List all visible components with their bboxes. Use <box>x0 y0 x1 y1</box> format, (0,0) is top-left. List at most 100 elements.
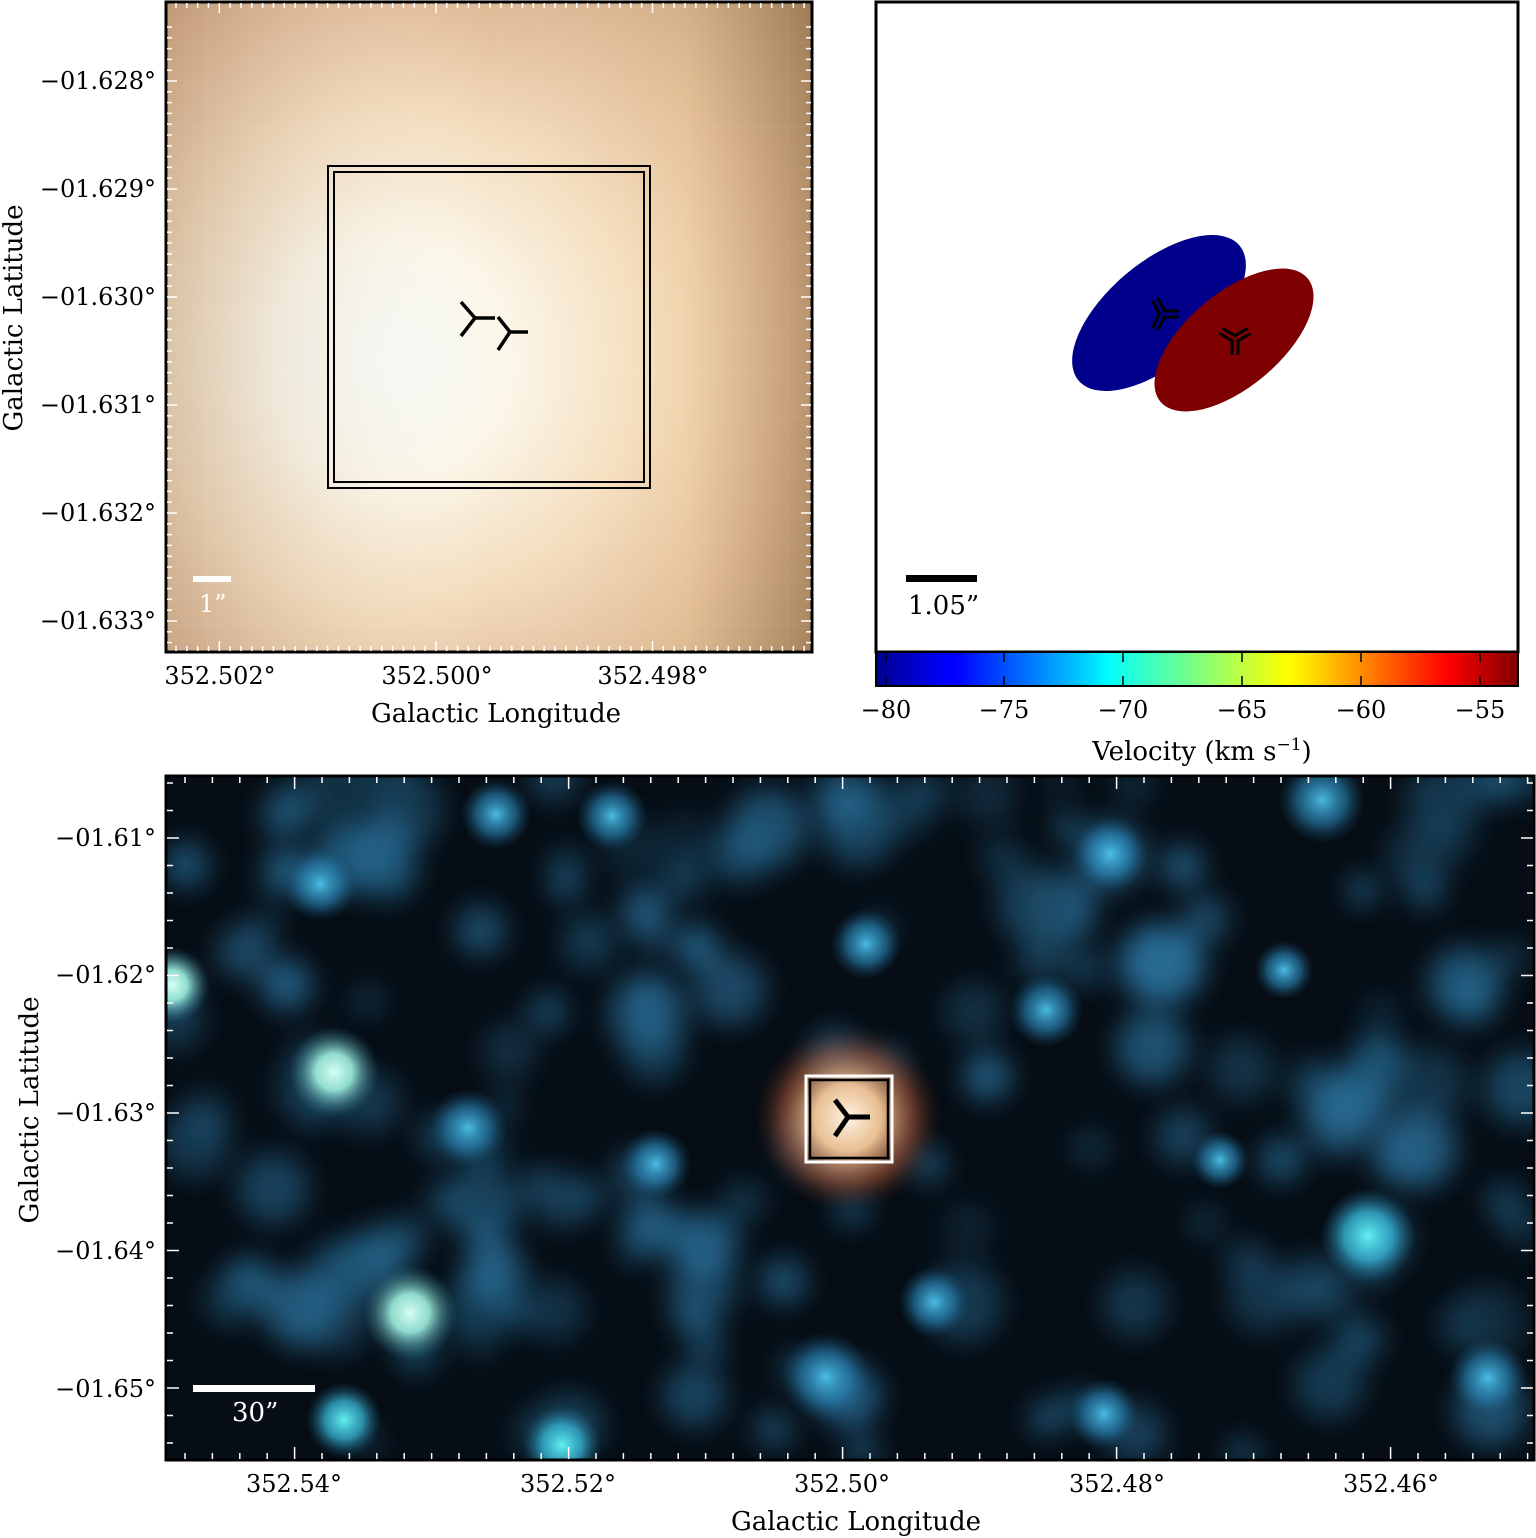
bright-star <box>1278 776 1366 844</box>
background-star <box>760 1258 807 1305</box>
bright-star <box>1190 1130 1250 1190</box>
background-star <box>848 1437 878 1460</box>
background-star <box>1496 941 1528 973</box>
bright-star <box>522 1405 602 1460</box>
background-star <box>943 981 1004 1043</box>
background-star <box>879 786 932 838</box>
zoom-aperture-box <box>327 165 651 489</box>
background-star <box>672 1298 709 1336</box>
bright-star <box>1072 816 1148 892</box>
background-star <box>1029 1402 1063 1435</box>
bright-star <box>1448 1338 1528 1418</box>
wide-scalebar-label: 30” <box>232 1398 278 1428</box>
background-star <box>1371 1127 1427 1183</box>
zoom-ytick-1: −01.629° <box>40 175 156 203</box>
bright-star <box>362 1265 458 1361</box>
bright-star <box>288 1026 380 1118</box>
background-star <box>1517 776 1534 801</box>
background-star <box>1226 1437 1261 1460</box>
background-star <box>958 776 1018 825</box>
zoom-xtick-2: 352.498° <box>597 662 708 690</box>
wide-xtick-1: 352.52° <box>520 1470 616 1498</box>
bright-star <box>282 846 358 922</box>
zoom-ytick-4: −01.632° <box>40 499 156 527</box>
background-star <box>547 865 583 901</box>
colorbar-label: Velocity (km s−1) <box>1091 735 1311 767</box>
colorbar-tick-1: −75 <box>979 696 1030 724</box>
background-star <box>1360 991 1402 1032</box>
background-star <box>1115 1010 1190 1084</box>
background-star <box>1427 946 1502 1021</box>
background-star <box>622 887 668 933</box>
background-star <box>710 825 769 884</box>
background-star <box>463 1239 525 1301</box>
background-star <box>1294 1349 1365 1419</box>
wide-xlabel: Galactic Longitude <box>731 1507 981 1537</box>
colorbar-tick-2: −70 <box>1098 696 1149 724</box>
bright-star <box>620 1128 692 1200</box>
wide-ytick-2: −01.63° <box>55 1099 156 1127</box>
bright-star <box>306 1382 382 1458</box>
background-star <box>814 776 872 825</box>
colorbar-tick-0: −80 <box>861 696 912 724</box>
background-star <box>443 1168 518 1243</box>
background-star <box>941 1201 995 1255</box>
colorbar-tick-4: −60 <box>1336 696 1387 724</box>
background-star <box>534 1171 591 1228</box>
background-star <box>561 914 617 970</box>
wide-ylabel: Galactic Latitude <box>15 997 45 1224</box>
velocity-scalebar-label: 1.05” <box>908 591 979 621</box>
zoom-ytick-3: −01.631° <box>40 391 156 419</box>
bright-star <box>428 1088 508 1168</box>
bright-star <box>166 947 210 1023</box>
background-star <box>1113 776 1154 806</box>
zoom-source-marker-2 <box>496 315 528 351</box>
background-star <box>1484 1051 1534 1125</box>
background-star <box>616 1237 647 1267</box>
background-star <box>1484 1181 1525 1223</box>
background-star <box>427 1183 462 1218</box>
background-star <box>695 954 766 1025</box>
wide-aperture-box <box>804 1074 894 1164</box>
wide-ytick-1: −01.62° <box>55 961 156 989</box>
background-star <box>1161 845 1204 888</box>
velocity-marker-blue <box>1151 296 1179 332</box>
wide-xtick-0: 352.54° <box>246 1470 342 1498</box>
background-star <box>301 776 371 821</box>
bright-star <box>780 1331 872 1423</box>
zoom-frame <box>164 0 814 654</box>
background-star <box>180 1090 232 1142</box>
velocity-scalebar <box>906 575 977 582</box>
wide-ytick-0: −01.61° <box>55 824 156 852</box>
background-star <box>202 1273 257 1328</box>
background-star <box>660 854 707 902</box>
bright-star <box>1008 972 1084 1048</box>
background-star <box>1102 1271 1169 1338</box>
background-star <box>996 865 1074 944</box>
bright-star <box>1320 1188 1416 1284</box>
zoom-ytick-2: −01.630° <box>40 283 156 311</box>
background-star <box>622 1021 685 1084</box>
background-star <box>349 832 421 903</box>
background-star <box>384 1215 428 1259</box>
background-star <box>1404 776 1477 835</box>
zoom-xlabel: Galactic Longitude <box>371 699 621 729</box>
background-star <box>166 842 209 888</box>
zoom-ytick-5: −01.633° <box>40 607 156 635</box>
background-star <box>524 1279 587 1342</box>
bright-star <box>1254 940 1314 1000</box>
background-star <box>1335 1315 1384 1364</box>
background-star <box>963 1052 1012 1101</box>
background-star <box>1209 1037 1274 1102</box>
background-star <box>1449 1284 1526 1361</box>
background-star <box>1118 923 1198 1003</box>
background-star <box>1227 1263 1298 1333</box>
bright-star <box>898 1266 970 1338</box>
background-star <box>1394 1047 1468 1121</box>
background-star <box>674 924 720 969</box>
background-star <box>260 804 299 842</box>
wide-frame <box>164 774 1536 1462</box>
bright-star <box>1068 1378 1140 1450</box>
bright-star <box>576 780 648 852</box>
wide-xtick-3: 352.48° <box>1069 1470 1165 1498</box>
